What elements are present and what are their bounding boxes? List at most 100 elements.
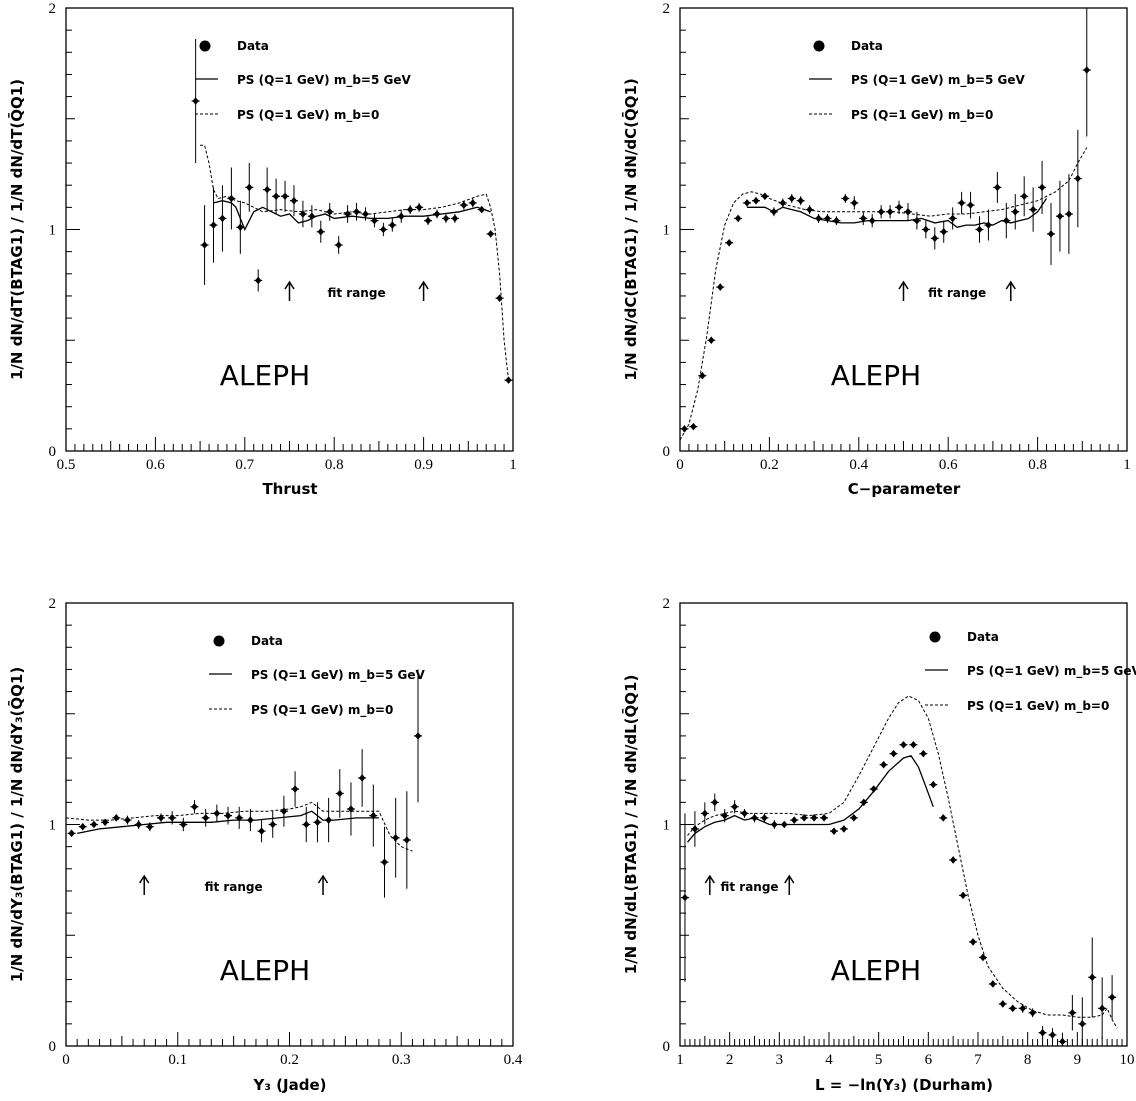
data-marker — [890, 749, 897, 758]
data-marker — [797, 196, 804, 205]
data-marker — [860, 798, 867, 807]
data-point — [899, 740, 908, 749]
data-marker — [967, 201, 974, 209]
fit-range-arrowhead — [317, 874, 329, 884]
data-point — [459, 200, 468, 210]
data-point — [720, 808, 729, 823]
data-marker — [800, 814, 808, 822]
data-marker — [1065, 210, 1073, 218]
data-point — [787, 194, 796, 203]
data-marker — [1098, 1004, 1106, 1013]
data-marker — [1029, 1008, 1036, 1017]
data-point — [402, 791, 411, 889]
data-marker — [1059, 1037, 1066, 1046]
legend-label-mb5: PS (Q=1 GeV) m_b=5 GeV — [851, 73, 1025, 88]
data-marker — [820, 814, 828, 822]
y-tick-label: 0 — [49, 1039, 57, 1055]
legend-label-mb5: PS (Q=1 GeV) m_b=5 GeV — [237, 73, 411, 88]
legend: Data PS (Q=1 GeV) m_b=5 GeV PS (Q=1 GeV) m… — [925, 630, 1136, 714]
data-point — [832, 216, 841, 226]
data-point — [912, 211, 921, 230]
data-point — [814, 213, 823, 223]
data-point — [988, 980, 997, 988]
data-point — [313, 802, 322, 843]
data-point — [859, 798, 868, 807]
data-marker — [325, 816, 332, 824]
data-point — [168, 811, 177, 825]
data-point — [730, 800, 739, 814]
legend-marker-data — [213, 635, 225, 647]
data-marker — [210, 221, 217, 229]
fit-range-arrowhead — [139, 874, 150, 884]
data-point — [1088, 937, 1097, 1018]
data-point — [1064, 174, 1073, 254]
data-point — [839, 825, 848, 833]
x-tick-label: 0 — [62, 1052, 70, 1068]
data-point — [889, 749, 898, 758]
data-marker — [1019, 1004, 1026, 1013]
data-marker — [985, 221, 992, 229]
data-marker — [469, 199, 476, 207]
data-marker — [994, 183, 1001, 192]
data-marker — [1029, 205, 1037, 214]
data-point — [369, 784, 378, 847]
data-point — [486, 230, 495, 238]
x-tick-label: 0.7 — [235, 457, 254, 473]
data-marker — [168, 814, 176, 822]
data-marker — [761, 814, 768, 822]
legend-label-mb0: PS (Q=1 GeV) m_b=0 — [237, 108, 379, 123]
plot-area — [680, 695, 1118, 1046]
data-point — [227, 167, 236, 230]
x-tick-label: 0.3 — [392, 1052, 411, 1068]
data-marker — [280, 807, 288, 816]
data-point — [959, 891, 968, 900]
x-axis-title: C−parameter — [848, 480, 961, 498]
plot-area — [66, 669, 423, 898]
data-point — [302, 806, 311, 843]
data-marker — [201, 241, 208, 249]
data-marker — [101, 818, 109, 827]
data-marker — [442, 214, 450, 223]
data-point — [218, 185, 227, 252]
fit-range-label: fit range — [720, 880, 778, 894]
data-marker — [263, 185, 271, 194]
data-marker — [930, 780, 937, 789]
data-point — [1073, 129, 1082, 228]
data-point — [760, 192, 769, 201]
data-marker — [979, 953, 987, 962]
data-point — [281, 180, 290, 212]
data-marker — [224, 811, 232, 820]
data-marker — [741, 809, 748, 818]
data-marker — [958, 199, 965, 207]
data-point — [179, 817, 188, 832]
data-point — [1055, 180, 1064, 252]
x-tick-label: 0.4 — [504, 1052, 523, 1068]
data-marker — [460, 201, 468, 209]
data-marker — [711, 798, 718, 807]
data-point — [358, 749, 367, 807]
data-marker — [1056, 212, 1064, 221]
data-point — [978, 953, 987, 962]
series-line-mb0 — [680, 147, 1088, 441]
data-point — [307, 205, 316, 228]
data-point — [123, 815, 132, 825]
legend-label-data: Data — [851, 39, 883, 53]
x-tick-label: 0.8 — [1028, 457, 1047, 473]
data-point — [380, 826, 389, 898]
data-marker — [1049, 1031, 1056, 1039]
data-point — [263, 167, 272, 212]
data-marker — [1083, 66, 1090, 74]
data-point — [710, 793, 719, 812]
data-point — [770, 820, 779, 829]
data-point — [690, 811, 699, 847]
data-point — [145, 822, 154, 832]
data-point — [680, 813, 689, 982]
data-marker — [1039, 1028, 1046, 1037]
data-marker — [237, 223, 244, 232]
data-point — [406, 205, 415, 214]
data-point — [370, 213, 379, 228]
aleph-label: ALEPH — [831, 359, 921, 392]
data-marker — [877, 207, 885, 216]
data-marker — [403, 836, 411, 844]
legend-label-data: Data — [251, 634, 283, 648]
